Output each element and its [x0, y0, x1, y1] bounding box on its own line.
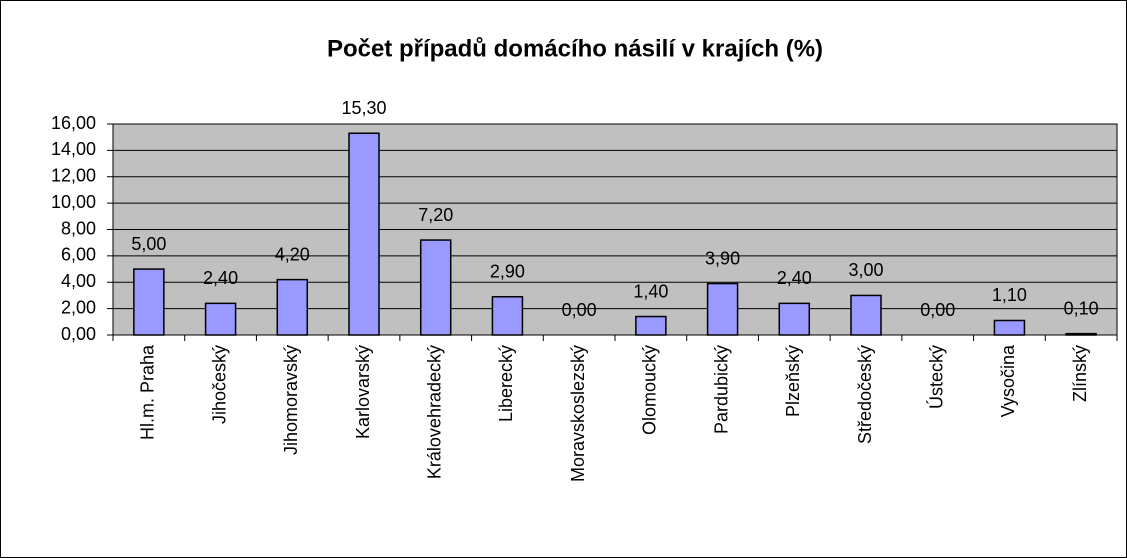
y-tick-label: 16,00 — [51, 113, 96, 133]
y-tick-label: 14,00 — [51, 139, 96, 159]
value-label: 0,10 — [1064, 298, 1099, 318]
x-tick-label: Královehradecký — [424, 345, 444, 479]
bar — [348, 132, 380, 336]
bar — [491, 296, 524, 336]
x-tick-label: Jihočeský — [209, 345, 229, 424]
y-tick-label: 10,00 — [51, 192, 96, 212]
value-label: 2,40 — [203, 268, 238, 288]
bar — [993, 319, 1026, 336]
bar — [778, 302, 811, 336]
x-tick-label: Karlovarský — [353, 345, 373, 439]
y-tick-label: 12,00 — [51, 166, 96, 186]
y-tick-label: 2,00 — [61, 297, 96, 317]
x-tick-label: Pardubický — [711, 345, 731, 434]
x-tick-label: Olomoucký — [640, 345, 660, 435]
x-tick-label: Jihomoravský — [281, 345, 301, 455]
value-label: 0,00 — [920, 300, 955, 320]
x-tick-label: Moravskoslezský — [568, 345, 588, 482]
y-tick-label: 8,00 — [61, 218, 96, 238]
value-label: 2,40 — [777, 268, 812, 288]
bar — [276, 278, 309, 336]
value-label: 7,20 — [418, 205, 453, 225]
value-label: 0,00 — [562, 300, 597, 320]
x-tick-label: Středočeský — [855, 345, 875, 444]
value-label: 3,90 — [705, 248, 740, 268]
value-label: 1,40 — [633, 281, 668, 301]
x-tick-label: Vysočina — [998, 344, 1018, 417]
value-label: 5,00 — [131, 234, 166, 254]
bar — [204, 302, 237, 336]
value-label: 3,00 — [848, 260, 883, 280]
value-label: 2,90 — [490, 262, 525, 282]
value-label: 4,20 — [275, 244, 310, 264]
bar — [419, 239, 452, 336]
value-label: 1,10 — [992, 285, 1027, 305]
x-tick-label: Plzeňský — [783, 345, 803, 417]
bar — [635, 315, 667, 336]
x-tick-label: Ústecký — [925, 345, 946, 409]
bar — [706, 282, 739, 336]
x-tick-label: Liberecký — [496, 345, 516, 422]
bar — [1065, 332, 1097, 336]
y-tick-label: 0,00 — [61, 324, 96, 344]
bar — [133, 268, 165, 336]
x-tick-label: Hl.m. Praha — [138, 344, 158, 440]
bar — [850, 294, 882, 336]
y-tick-label: 4,00 — [61, 271, 96, 291]
x-tick-label: Zlínský — [1070, 345, 1090, 402]
y-tick-label: 6,00 — [61, 245, 96, 265]
value-label: 15,30 — [341, 98, 386, 118]
chart-title: Počet případů domácího násilí v krajích … — [327, 35, 823, 62]
